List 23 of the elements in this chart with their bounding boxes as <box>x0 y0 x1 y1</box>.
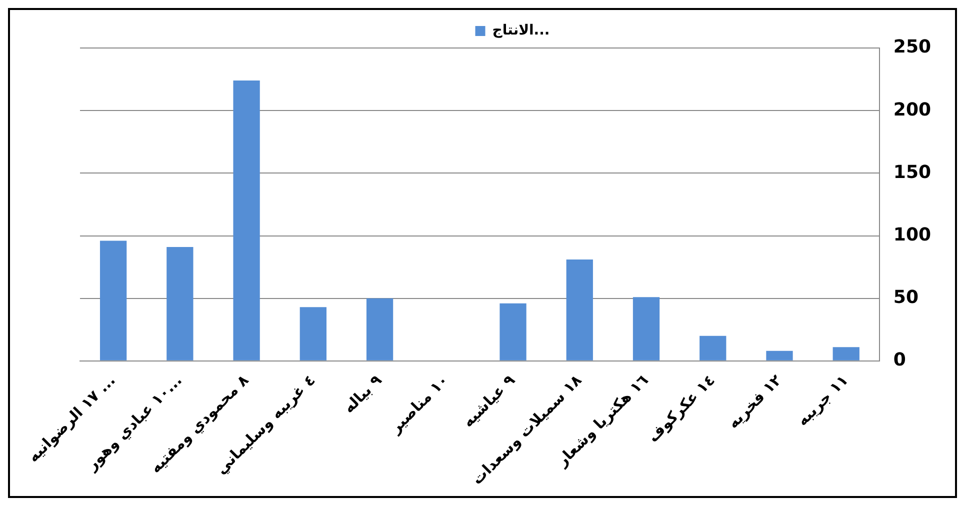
bar <box>500 303 526 360</box>
bar <box>632 297 660 360</box>
x-tick-label: ١٢ فخريه <box>724 371 786 432</box>
bar <box>700 336 726 360</box>
x-tick-label: ١١ جريبه <box>793 371 852 430</box>
bar <box>832 347 860 360</box>
y-tick-label: 0 <box>893 350 906 371</box>
bar <box>766 350 793 360</box>
y-tick-label: 200 <box>893 99 932 120</box>
bar <box>233 80 260 360</box>
x-tick-label: ٩ بياله <box>340 371 386 417</box>
y-tick-label: 50 <box>893 287 918 308</box>
bar <box>366 298 394 360</box>
y-tick-label: 100 <box>893 224 932 246</box>
bar <box>100 240 127 360</box>
y-tick-label: 150 <box>893 162 932 183</box>
y-tick-label: 250 <box>893 36 932 58</box>
bar <box>300 307 326 360</box>
legend-label: الانتاج... <box>492 22 550 39</box>
bar <box>566 260 593 360</box>
x-tick-label: ١٠ مناصير <box>386 371 452 438</box>
bar <box>166 247 194 360</box>
x-tick-label: ٩ عياشيه <box>458 371 519 431</box>
